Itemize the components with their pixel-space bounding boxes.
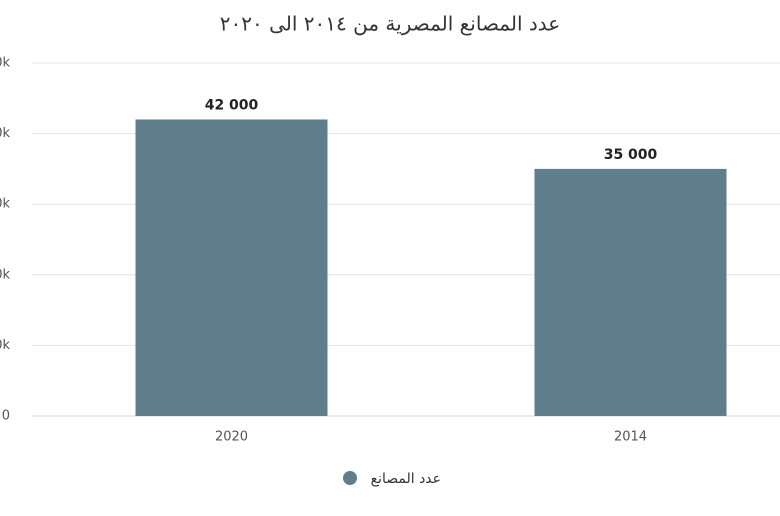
value-label: 35 000 (604, 147, 658, 163)
x-tick-label: 2014 (614, 430, 647, 445)
bar (135, 119, 328, 416)
legend-marker (343, 471, 357, 485)
y-tick-label: 50k (0, 56, 10, 71)
y-tick-label: 10k (0, 338, 10, 353)
y-tick-label: 20k (0, 267, 10, 282)
y-tick-label: 30k (0, 197, 10, 212)
value-label: 42 000 (205, 97, 259, 113)
y-tick-label: 40k (0, 126, 10, 141)
y-tick-label: 0 (2, 409, 10, 424)
legend-label: عدد المصانع (371, 471, 441, 487)
bar (534, 168, 727, 416)
chart-title: عدد المصانع المصرية من ٢٠١٤ الى ٢٠٢٠ (220, 12, 560, 36)
x-tick-label: 2020 (215, 430, 248, 445)
